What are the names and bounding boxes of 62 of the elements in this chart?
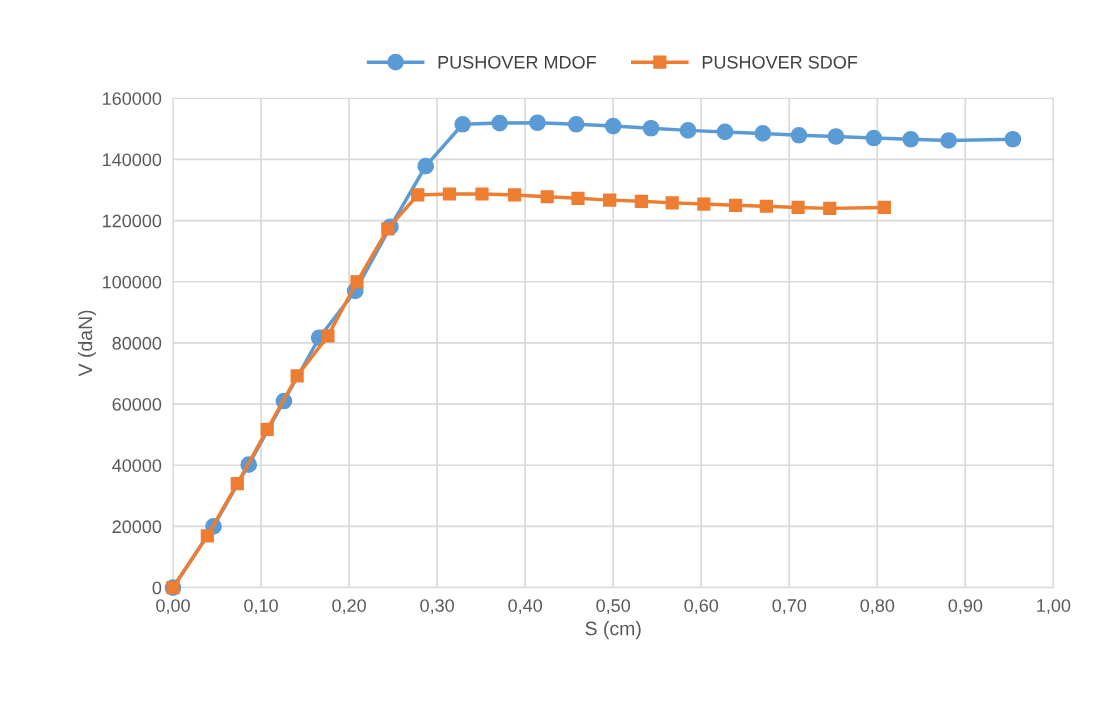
- x-tick-label: 0,80: [860, 599, 895, 615]
- point: [665, 196, 679, 210]
- point: [529, 114, 546, 132]
- point: [507, 188, 522, 202]
- point: [790, 126, 808, 144]
- point: [604, 117, 622, 135]
- y-tick-label: 160000: [103, 92, 162, 105]
- legend-label: PUSHOVER MDOF: [438, 55, 596, 69]
- y-tick-label: 80000: [112, 336, 162, 350]
- point: [475, 187, 489, 201]
- x-tick-label: 0,70: [772, 599, 807, 615]
- y-tick-label: 140000: [103, 153, 162, 167]
- point: [442, 187, 457, 201]
- point: [902, 130, 920, 148]
- point: [754, 125, 772, 142]
- point: [411, 188, 425, 202]
- x-tick-label: 0,20: [332, 599, 366, 615]
- point: [728, 198, 743, 212]
- point: [1004, 130, 1022, 148]
- point: [491, 114, 508, 132]
- point: [381, 222, 395, 236]
- point: [417, 157, 435, 175]
- point: [716, 123, 734, 141]
- point: [642, 119, 660, 137]
- point: [540, 190, 554, 204]
- y-tick-label: 100000: [103, 275, 162, 289]
- point: [679, 122, 697, 139]
- legend-label: PUSHOVER SDOF: [702, 55, 858, 69]
- x-axis-title: S (cm): [585, 621, 641, 640]
- point: [791, 200, 805, 215]
- point: [823, 201, 837, 215]
- point: [865, 129, 883, 147]
- point: [571, 191, 585, 205]
- point: [350, 275, 364, 289]
- point: [634, 194, 648, 208]
- point: [290, 369, 304, 383]
- x-tick-label: 0,90: [948, 599, 983, 615]
- y-tick-label: 0: [152, 581, 162, 595]
- point: [260, 422, 274, 437]
- y-tick-label: 40000: [112, 459, 162, 472]
- point: [567, 115, 585, 133]
- x-tick-label: 0,30: [420, 599, 454, 615]
- y-axis-title: V (daN): [77, 310, 97, 377]
- point: [827, 128, 845, 145]
- y-tick-label: 20000: [112, 520, 162, 534]
- point: [697, 197, 711, 211]
- point: [230, 477, 244, 491]
- x-tick-label: 0,50: [596, 599, 631, 615]
- x-tick-label: 0,40: [508, 599, 543, 615]
- point: [321, 329, 335, 343]
- point: [454, 115, 471, 133]
- y-tick-label: 60000: [112, 398, 162, 411]
- x-tick-label: 1,00: [1037, 599, 1071, 615]
- x-tick-label: 0,00: [156, 599, 190, 615]
- y-tick-label: 120000: [103, 214, 162, 228]
- point: [603, 193, 617, 207]
- point: [759, 199, 773, 213]
- x-tick-label: 0,60: [684, 599, 719, 615]
- point: [877, 200, 891, 215]
- point: [940, 132, 957, 149]
- x-tick-label: 0,10: [244, 599, 278, 615]
- point: [200, 529, 214, 543]
